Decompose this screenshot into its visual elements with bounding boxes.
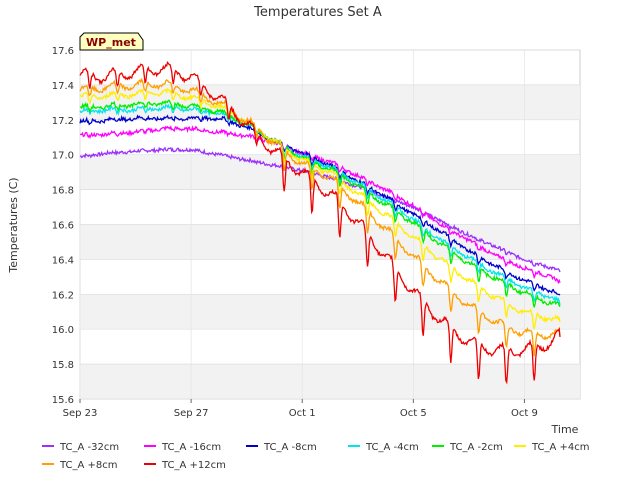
- x-tick-label: Sep 27: [174, 408, 209, 419]
- plot-background: [79, 49, 581, 400]
- y-tick-label: 15.8: [52, 360, 74, 371]
- y-tick-label: 17.2: [52, 116, 74, 127]
- y-tick-label: 16.0: [52, 325, 74, 336]
- grid-band: [80, 364, 580, 399]
- badge-label: WP_met: [86, 36, 136, 49]
- y-tick-label: 17.0: [52, 151, 74, 162]
- station-badge: WP_met: [79, 32, 144, 51]
- series-line: [79, 88, 561, 331]
- y-axis: 15.6 15.8 16.0 16.2 16.4 16.6 16.8 17.0 17.2 17.4…: [52, 46, 74, 406]
- y-tick-label: 16.8: [52, 186, 74, 197]
- y-tick-label: 16.4: [52, 255, 74, 266]
- series-line: [79, 99, 561, 308]
- grid-band: [80, 84, 580, 120]
- series-line: [79, 114, 561, 296]
- grid-band: [80, 224, 580, 260]
- x-tick-label: Oct 1: [289, 408, 316, 419]
- y-tick-label: 17.4: [52, 81, 74, 92]
- chart-title: Temperatures Set A: [253, 5, 382, 20]
- badge-box: [79, 32, 144, 51]
- series-line: [79, 77, 561, 357]
- x-tick-label: Sep 23: [63, 408, 98, 419]
- x-tick-label: Oct 5: [400, 408, 427, 419]
- y-tick-label: 17.6: [52, 46, 74, 57]
- x-axis-label: Time: [551, 423, 579, 436]
- legend-label: TC_A +12cm: [161, 460, 226, 471]
- y-tick-label: 16.2: [52, 290, 74, 301]
- y-tick-label: 16.6: [52, 221, 74, 232]
- legend-label: TC_A +4cm: [531, 442, 590, 453]
- legend-label: TC_A -16cm: [161, 442, 221, 453]
- legend-label: TC_A -8cm: [263, 442, 317, 453]
- x-tick-label: Oct 9: [511, 408, 538, 419]
- series-line: [79, 60, 561, 385]
- legend: TC_A -32cm TC_A -16cm TC_A -8cm TC_A -4cm TC…: [42, 442, 590, 471]
- x-axis: Sep 23 Sep 27 Oct 1 Oct 5 Oct 9: [63, 399, 538, 419]
- legend-label: TC_A -2cm: [449, 442, 503, 453]
- y-tick-label: 15.6: [52, 395, 74, 406]
- series-lines: [79, 60, 561, 385]
- legend-label: TC_A -32cm: [59, 442, 119, 453]
- y-axis-label: Temperatures (C): [7, 177, 20, 273]
- grid-band: [80, 294, 580, 330]
- legend-label: TC_A -4cm: [365, 442, 419, 453]
- legend-label: TC_A +8cm: [59, 460, 118, 471]
